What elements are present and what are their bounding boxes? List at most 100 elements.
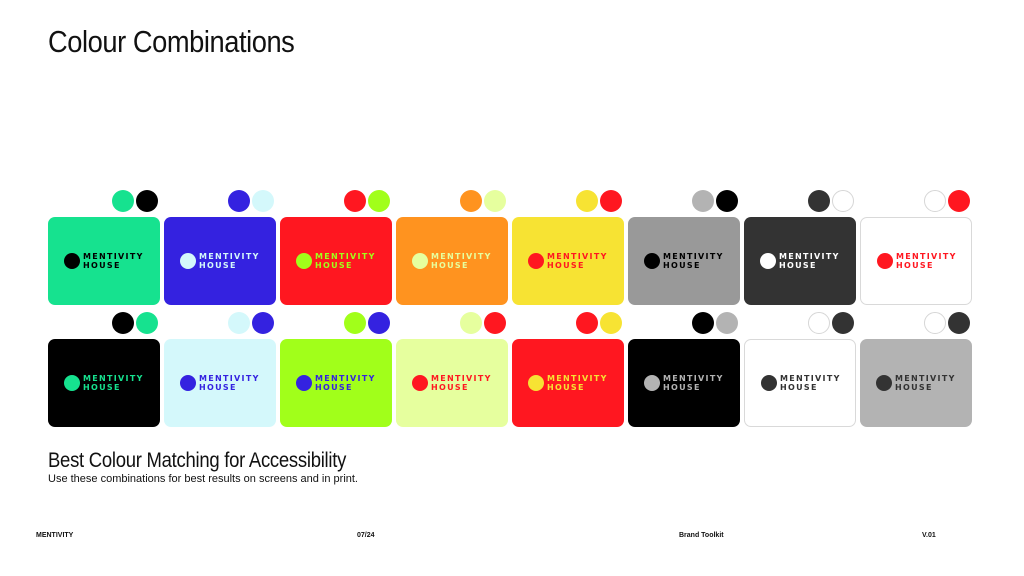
combination-item: MENTIVITY HOUSE [744,190,856,305]
colour-swatch [576,312,598,334]
logo-line-1: MENTIVITY [547,251,608,261]
logo-line-2: HOUSE [895,383,933,392]
combination-item: MENTIVITY HOUSE [744,312,856,427]
combination-item: MENTIVITY HOUSE [628,312,740,427]
swatch-pair [744,190,856,214]
colour-swatch [832,190,854,212]
section-description: Use these combinations for best results … [48,473,358,485]
logo-mark-icon [877,253,893,269]
logo-wordmark: MENTIVITY HOUSE [779,252,840,271]
logo-preview-card: MENTIVITY HOUSE [164,339,276,427]
logo-mark-icon [412,375,428,391]
logo-mark-icon [761,375,777,391]
combination-row: MENTIVITY HOUSE MENTIVITY HOUSE MENTIVITY HOU… [48,190,978,305]
logo-preview-card: MENTIVITY HOUSE [512,339,624,427]
logo-mark-icon [296,375,312,391]
logo-line-2: HOUSE [896,261,934,270]
logo-line-1: MENTIVITY [199,251,260,261]
logo-wordmark: MENTIVITY HOUSE [895,374,956,393]
logo-line-2: HOUSE [83,261,121,270]
logo-preview-card: MENTIVITY HOUSE [512,217,624,305]
logo-preview-card: MENTIVITY HOUSE [628,339,740,427]
logo-preview-card: MENTIVITY HOUSE [628,217,740,305]
combination-item: MENTIVITY HOUSE [280,312,392,427]
logo-mark-icon [64,375,80,391]
logo-preview-card: MENTIVITY HOUSE [744,217,856,305]
section-title: Best Colour Matching for Accessibility [48,449,347,472]
colour-swatch [368,190,390,212]
colour-swatch [600,312,622,334]
colour-swatch [576,190,598,212]
logo-wordmark: MENTIVITY HOUSE [431,252,492,271]
colour-swatch [460,312,482,334]
logo-line-2: HOUSE [663,383,701,392]
logo-line-1: MENTIVITY [663,373,724,383]
logo-mark-icon [180,375,196,391]
logo-wordmark: MENTIVITY HOUSE [431,374,492,393]
swatch-pair [628,190,740,214]
logo-line-2: HOUSE [199,261,237,270]
logo-line-2: HOUSE [315,383,353,392]
logo-preview-card: MENTIVITY HOUSE [396,217,508,305]
combination-item: MENTIVITY HOUSE [164,190,276,305]
swatch-pair [48,312,160,336]
swatch-pair [860,190,972,214]
swatch-pair [280,312,392,336]
logo-wordmark: MENTIVITY HOUSE [199,374,260,393]
logo-preview-card: MENTIVITY HOUSE [396,339,508,427]
swatch-pair [164,190,276,214]
logo-line-2: HOUSE [547,383,585,392]
page-title: Colour Combinations [48,24,295,59]
colour-swatch [228,312,250,334]
logo-line-2: HOUSE [779,261,817,270]
logo-mark-icon [644,375,660,391]
colour-swatch [484,190,506,212]
logo-preview-card: MENTIVITY HOUSE [280,217,392,305]
logo-mark-icon [528,253,544,269]
logo-mark-icon [296,253,312,269]
swatch-pair [396,190,508,214]
logo-line-2: HOUSE [199,383,237,392]
combination-item: MENTIVITY HOUSE [860,190,972,305]
logo-preview-card: MENTIVITY HOUSE [860,339,972,427]
combination-item: MENTIVITY HOUSE [164,312,276,427]
logo-wordmark: MENTIVITY HOUSE [199,252,260,271]
footer-page-number: 07/24 [357,532,375,539]
swatch-pair [280,190,392,214]
colour-swatch [252,190,274,212]
colour-swatch [692,312,714,334]
swatch-pair [628,312,740,336]
colour-swatch [344,312,366,334]
logo-wordmark: MENTIVITY HOUSE [780,374,841,393]
logo-wordmark: MENTIVITY HOUSE [315,374,376,393]
logo-line-2: HOUSE [780,383,818,392]
swatch-pair [512,190,624,214]
logo-wordmark: MENTIVITY HOUSE [547,374,608,393]
logo-preview-card: MENTIVITY HOUSE [860,217,972,305]
logo-mark-icon [528,375,544,391]
colour-swatch [112,312,134,334]
footer-document-name: Brand Toolkit [679,532,724,539]
colour-swatch [600,190,622,212]
logo-mark-icon [64,253,80,269]
logo-mark-icon [180,253,196,269]
logo-preview-card: MENTIVITY HOUSE [164,217,276,305]
colour-swatch [692,190,714,212]
combination-item: MENTIVITY HOUSE [280,190,392,305]
colour-swatch [484,312,506,334]
swatch-pair [512,312,624,336]
logo-line-2: HOUSE [663,261,701,270]
colour-swatch [716,190,738,212]
swatch-pair [396,312,508,336]
logo-preview-card: MENTIVITY HOUSE [48,217,160,305]
footer-version: V.01 [922,532,936,539]
logo-mark-icon [412,253,428,269]
colour-swatch [460,190,482,212]
logo-line-1: MENTIVITY [780,373,841,383]
logo-line-2: HOUSE [547,261,585,270]
logo-line-1: MENTIVITY [315,251,376,261]
colour-swatch [808,190,830,212]
logo-preview-card: MENTIVITY HOUSE [280,339,392,427]
logo-preview-card: MENTIVITY HOUSE [48,339,160,427]
swatch-pair [48,190,160,214]
